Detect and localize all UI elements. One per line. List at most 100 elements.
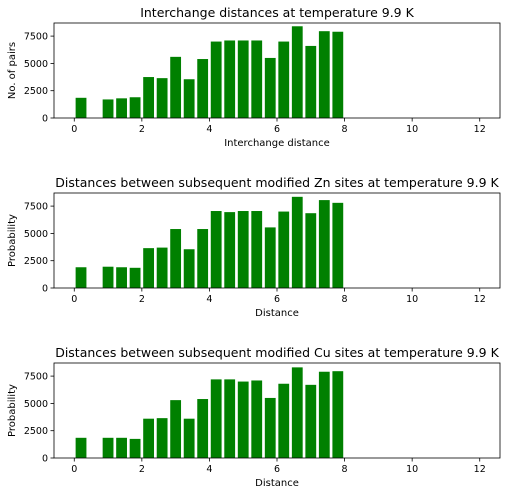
bar [75, 437, 87, 458]
y-tick-label: 7500 [24, 372, 48, 383]
bar [278, 211, 290, 288]
y-tick-label: 2500 [24, 86, 48, 97]
bar [332, 202, 344, 288]
bar [197, 229, 209, 288]
subplot-3: 0 2 4 6 8 10 12 0 2500 5000 7500 Distances between … [7, 345, 501, 489]
bar [143, 77, 155, 118]
chart-title: Distances between subsequent modified Zn… [55, 175, 499, 190]
y-tick-label: 0 [42, 284, 48, 295]
y-axis-label: No. of pairs [7, 42, 18, 99]
bar [251, 40, 263, 118]
y-tick-label: 5000 [24, 229, 48, 240]
chart-title: Distances between subsequent modified Cu… [55, 345, 499, 360]
x-tick-label: 2 [139, 464, 145, 475]
x-tick-label: 6 [274, 294, 280, 305]
bar [197, 59, 209, 118]
bar [305, 45, 317, 118]
bar [210, 211, 222, 288]
bar [75, 267, 87, 288]
bar [224, 212, 236, 288]
bar [251, 211, 263, 288]
x-tick-label: 0 [71, 124, 77, 135]
y-tick-label: 5000 [24, 59, 48, 70]
bar [102, 99, 114, 118]
bar [210, 379, 222, 458]
bar [291, 196, 303, 288]
y-tick-label: 7500 [24, 32, 48, 43]
bar [237, 211, 249, 288]
bar [251, 380, 263, 458]
y-axis-label: Probability [7, 384, 18, 437]
subplot-1: 0 2 4 6 8 10 12 0 2500 5000 7500 Interchange distan… [7, 5, 501, 149]
x-tick-label: 8 [342, 464, 348, 475]
bar [237, 381, 249, 458]
bar [318, 200, 330, 288]
bar [183, 418, 195, 458]
bar [305, 384, 317, 458]
bar [224, 40, 236, 118]
x-tick-label: 4 [206, 124, 212, 135]
x-tick-label: 4 [206, 464, 212, 475]
bar [305, 213, 317, 288]
bar [143, 418, 155, 458]
x-tick-label: 10 [406, 124, 418, 135]
bar [291, 26, 303, 119]
x-axis-label: Distance [255, 308, 299, 319]
bar [183, 79, 195, 118]
bar [183, 249, 195, 288]
subplot-2: 0 2 4 6 8 10 12 0 2500 5000 7500 Distances between … [7, 175, 501, 319]
bar [170, 229, 182, 288]
bar [143, 248, 155, 288]
y-tick-label: 0 [42, 454, 48, 465]
bar [129, 438, 141, 458]
bar [170, 56, 182, 118]
x-tick-label: 12 [474, 464, 486, 475]
x-tick-label: 0 [71, 464, 77, 475]
x-tick-label: 10 [406, 294, 418, 305]
x-tick-label: 2 [139, 294, 145, 305]
bar [278, 41, 290, 119]
x-tick-label: 0 [71, 294, 77, 305]
bar [318, 371, 330, 458]
x-tick-label: 10 [406, 464, 418, 475]
bar [237, 40, 249, 118]
bar [224, 379, 236, 458]
y-tick-label: 0 [42, 114, 48, 125]
x-tick-label: 6 [274, 124, 280, 135]
bar [332, 371, 344, 458]
bar [264, 57, 276, 118]
y-tick-label: 2500 [24, 426, 48, 437]
bar [75, 97, 87, 118]
x-axis-label: Interchange distance [224, 138, 330, 149]
bar [291, 367, 303, 458]
x-tick-label: 4 [206, 294, 212, 305]
bar [129, 97, 141, 118]
bar [332, 31, 344, 119]
bar [129, 267, 141, 288]
bar [318, 31, 330, 118]
x-tick-label: 2 [139, 124, 145, 135]
x-axis-label: Distance [255, 478, 299, 489]
x-tick-label: 8 [342, 294, 348, 305]
bar [116, 437, 127, 458]
bar [156, 78, 168, 118]
bar [102, 266, 114, 288]
bar [116, 267, 127, 288]
bar [197, 399, 209, 458]
bar [264, 397, 276, 458]
chart-title: Interchange distances at temperature 9.9… [140, 5, 414, 20]
bar [278, 383, 290, 458]
y-axis-label: Probability [7, 214, 18, 267]
x-tick-label: 6 [274, 464, 280, 475]
x-tick-label: 12 [474, 124, 486, 135]
y-tick-label: 7500 [24, 202, 48, 213]
y-tick-label: 2500 [24, 256, 48, 267]
x-tick-label: 8 [342, 124, 348, 135]
y-tick-label: 5000 [24, 399, 48, 410]
bar [264, 227, 276, 288]
bar [156, 247, 168, 288]
x-tick-label: 12 [474, 294, 486, 305]
bar [210, 41, 222, 119]
bar [170, 400, 182, 458]
